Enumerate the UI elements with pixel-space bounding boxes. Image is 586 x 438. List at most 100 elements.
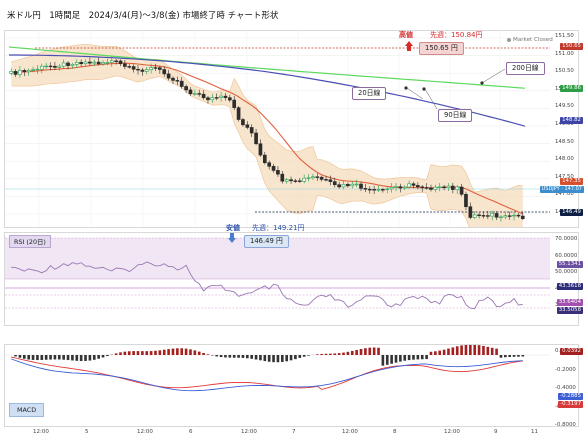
candle-body [490,213,495,217]
ma90-anchor-dot [422,87,426,91]
macd-histogram-bar [342,352,345,355]
candle-body [88,61,92,64]
macd-histogram-bar [254,355,258,360]
price-chart[interactable] [5,31,578,248]
macd-histogram-bar [495,348,498,355]
rsi-label: RSI (20日) [9,235,51,248]
page-title: 米ドル円 1時間足 2024/3/4(月)〜3/8(金) 市場終了時 チャート形… [7,10,279,20]
macd-histogram-bar [176,348,179,355]
candle-body [197,93,202,95]
candle-body [101,62,105,65]
macd-histogram-bar [101,355,105,358]
candle-body [385,188,390,191]
macd-histogram-bar [416,355,420,360]
macd-histogram-bar [246,355,249,359]
macd-histogram-bar [193,350,197,355]
candle-body [354,183,359,186]
ma200-line [8,46,526,89]
candle-body [381,189,385,191]
macd-panel[interactable] [4,344,579,427]
candle-body [158,67,162,70]
high-label: 高値 [399,31,413,39]
macd-histogram-bar [390,355,393,364]
ma90-connector-line [424,88,438,110]
macd-histogram-bar [508,355,512,357]
candle-body [499,216,503,219]
candle-body [83,61,88,65]
up-arrow-stem [407,46,411,51]
macd-tick-label: -0.2000 [555,366,576,373]
candle-body [57,65,62,68]
candle-body [105,62,110,64]
up-arrow-icon [405,41,413,46]
candle-body [367,188,372,191]
candle-body [398,186,403,189]
candle-body [341,184,346,188]
rsi-chart[interactable] [5,233,578,325]
macd-histogram-bar [512,355,516,357]
candle-body [481,215,486,217]
candle-body [315,176,320,178]
macd-histogram-bar [57,355,61,360]
macd-badge-hist: 0.0392 [560,348,583,355]
candle-body [127,66,132,68]
macd-chart[interactable] [5,344,578,426]
macd-histogram-bar [162,349,166,355]
candle-body [332,181,337,186]
price-panel[interactable] [4,30,579,248]
macd-histogram-bar [44,355,48,360]
price-tick-label: 149.50 [555,103,574,110]
rsi-badge-lower1: 33.6404 [556,299,583,306]
ma20-label: 20日線 [352,87,387,100]
candle-body [346,184,350,187]
bollinger-lower-line [11,75,523,248]
candle-body [74,62,79,65]
candle-body [175,80,180,82]
candle-body [210,97,215,101]
time-tick-label: 6 [189,429,193,435]
macd-line [11,358,523,392]
macd-histogram-bar [197,351,201,355]
candle-body [136,68,140,71]
time-tick-label: 9 [494,429,498,435]
candle-body [44,65,49,68]
macd-histogram-bar [224,355,227,358]
rsi-tick-label: 70.0000 [555,236,578,242]
macd-histogram-bar [49,355,52,360]
time-tick-label: 5 [85,429,89,435]
candle-body [271,166,276,171]
macd-histogram-bar [434,351,437,355]
down-arrow-icon [228,238,236,243]
candle-body [420,186,425,188]
macd-histogram-bar [385,355,389,365]
macd-histogram-bar [337,353,341,355]
macd-histogram-bar [394,355,398,363]
macd-histogram-bar [517,355,520,357]
macd-histogram-bar [114,353,118,355]
candle-body [516,214,521,217]
macd-histogram-bar [447,348,450,355]
macd-histogram-bar [407,355,411,361]
low-prev-week: 先週：149.21円 [252,224,305,232]
macd-histogram-bar [171,348,175,355]
macd-histogram-bar [36,355,39,361]
price-tick-label: 147.00 [555,191,574,198]
candle-body [459,186,464,195]
rsi-line [11,261,523,310]
candle-body [472,214,477,218]
macd-histogram-bar [315,354,319,355]
rsi-panel[interactable] [4,232,579,326]
ma20-line [11,62,524,215]
price-tick-label: 148.00 [555,156,574,163]
candle-body [512,214,516,217]
macd-histogram-bar [145,351,149,355]
macd-histogram-bar [219,355,223,358]
macd-histogram-bar [399,355,402,362]
candle-body [66,62,70,66]
macd-histogram-bar [276,355,280,363]
candle-body [79,62,83,65]
candle-body [464,193,468,208]
price-tick-label: 147.50 [555,173,574,180]
macd-histogram-bar [149,351,153,355]
candle-body [276,170,280,175]
